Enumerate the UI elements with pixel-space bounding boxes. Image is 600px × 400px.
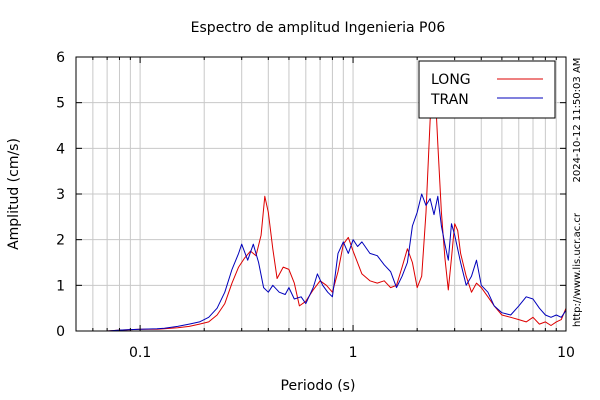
y-tick-label: 2: [56, 233, 65, 249]
x-axis-label: Periodo (s): [281, 378, 356, 394]
x-tick-label: 10: [557, 345, 575, 361]
timestamp-text: 2024-10-12 11:50:03 AM: [572, 58, 583, 183]
legend-label-tran: TRAN: [430, 92, 469, 108]
legend-label-long: LONG: [431, 72, 471, 88]
chart-title: Espectro de amplitud Ingenieria P06: [191, 20, 446, 36]
series-line-tran: [76, 193, 567, 332]
y-tick-label: 4: [56, 141, 65, 157]
legend-box: [418, 60, 556, 119]
x-tick-label: 1: [349, 345, 358, 361]
y-tick-label: 3: [56, 187, 65, 203]
y-tick-label: 5: [56, 96, 65, 112]
y-tick-label: 0: [56, 324, 65, 340]
source-url-text: http://www.lis.ucr.ac.cr: [572, 212, 583, 327]
series-lines: [76, 65, 567, 332]
y-tick-label: 1: [56, 278, 65, 294]
x-tick-label: 0.1: [129, 345, 151, 361]
series-line-long: [76, 65, 567, 332]
y-tick-label: 6: [56, 50, 65, 66]
y-axis-label: Amplitud (cm/s): [6, 138, 22, 250]
legend: LONG TRAN: [418, 60, 556, 119]
axis-ticks: 0 1 2 3 4 5 6 0.1 1 10: [56, 50, 575, 361]
